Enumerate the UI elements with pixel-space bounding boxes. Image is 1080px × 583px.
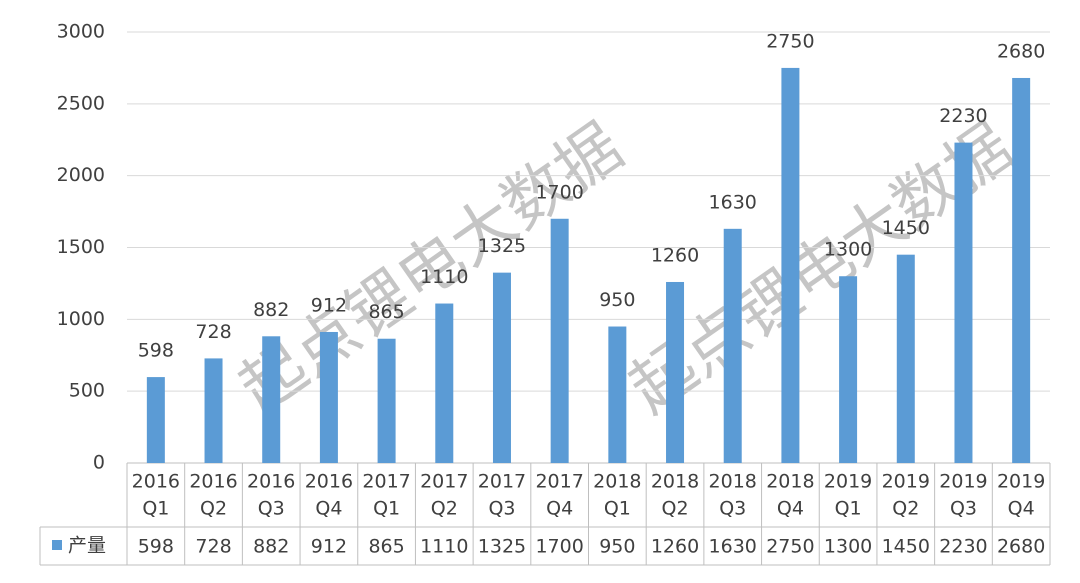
table-value: 2680 [997, 536, 1045, 558]
x-tick-label: 2016 [189, 471, 237, 493]
x-tick-label: Q4 [1008, 498, 1035, 520]
data-label: 1110 [420, 266, 468, 288]
y-tick-label: 1500 [57, 236, 105, 258]
x-tick-label: 2018 [709, 471, 757, 493]
bar [608, 326, 627, 463]
x-tick-label: 2016 [132, 471, 180, 493]
x-tick-label: 2019 [997, 471, 1045, 493]
y-tick-label: 500 [69, 380, 105, 402]
table-value: 1325 [478, 536, 526, 558]
data-label: 1450 [882, 217, 930, 239]
table-value: 912 [311, 536, 347, 558]
bar [781, 67, 800, 464]
table-value: 1300 [824, 536, 872, 558]
table-value: 1110 [420, 536, 468, 558]
bar [839, 276, 858, 463]
x-tick-label: 2018 [766, 471, 814, 493]
x-tick-label: 2017 [535, 471, 583, 493]
data-label: 1700 [535, 181, 583, 203]
data-label: 950 [599, 289, 635, 311]
data-label: 1630 [709, 191, 757, 213]
x-tick-label: 2019 [824, 471, 872, 493]
x-tick-label: Q4 [315, 498, 342, 520]
y-tick-label: 2000 [57, 164, 105, 186]
table-value: 728 [195, 536, 231, 558]
data-label: 598 [138, 340, 174, 362]
data-label: 912 [311, 294, 347, 316]
data-label: 2680 [997, 40, 1045, 62]
x-tick-label: Q3 [488, 498, 515, 520]
x-tick-label: Q3 [719, 498, 746, 520]
x-tick-label: Q1 [604, 498, 631, 520]
x-tick-label: 2019 [882, 471, 930, 493]
x-tick-label: 2017 [362, 471, 410, 493]
data-label: 882 [253, 299, 289, 321]
y-tick-label: 3000 [57, 21, 105, 43]
bar [1012, 77, 1031, 464]
bar [146, 377, 165, 463]
y-tick-label: 0 [93, 452, 105, 474]
legend-label: 产量 [68, 535, 106, 557]
table-value: 1260 [651, 536, 699, 558]
x-tick-label: 2017 [478, 471, 526, 493]
x-tick-label: Q1 [142, 498, 169, 520]
x-tick-label: Q4 [546, 498, 573, 520]
data-label: 865 [368, 301, 404, 323]
table-value: 865 [368, 536, 404, 558]
table-value: 1700 [535, 536, 583, 558]
legend-swatch [52, 540, 62, 550]
bar [204, 358, 223, 463]
table-value: 882 [253, 536, 289, 558]
x-tick-label: Q3 [950, 498, 977, 520]
table-value: 1630 [709, 536, 757, 558]
x-tick-label: Q1 [373, 498, 400, 520]
x-tick-label: Q2 [662, 498, 689, 520]
x-tick-label: Q4 [777, 498, 804, 520]
x-tick-label: 2016 [305, 471, 353, 493]
x-tick-label: Q1 [835, 498, 862, 520]
bar [377, 338, 396, 463]
x-tick-label: 2017 [420, 471, 468, 493]
bar [492, 272, 511, 463]
x-tick-label: 2016 [247, 471, 295, 493]
data-label: 1325 [478, 235, 526, 257]
bar [954, 142, 973, 463]
x-tick-label: Q2 [892, 498, 919, 520]
x-tick-label: 2018 [651, 471, 699, 493]
x-tick-label: Q2 [431, 498, 458, 520]
y-tick-label: 1000 [57, 308, 105, 330]
data-label: 728 [195, 321, 231, 343]
data-label: 2230 [939, 105, 987, 127]
bar [262, 336, 281, 463]
data-label: 1300 [824, 239, 872, 261]
bar [435, 303, 454, 463]
bar [666, 281, 685, 463]
table-value: 2230 [939, 536, 987, 558]
table-value: 2750 [766, 536, 814, 558]
table-value: 598 [138, 536, 174, 558]
table-value: 1450 [882, 536, 930, 558]
bar [896, 254, 915, 463]
x-tick-label: 2018 [593, 471, 641, 493]
data-label: 2750 [766, 30, 814, 52]
x-tick-label: Q3 [258, 498, 285, 520]
x-tick-label: Q2 [200, 498, 227, 520]
y-tick-label: 2500 [57, 92, 105, 114]
bar [550, 218, 569, 463]
bar [723, 228, 742, 463]
x-tick-label: 2019 [939, 471, 987, 493]
table-value: 950 [599, 536, 635, 558]
data-label: 1260 [651, 244, 699, 266]
bar [319, 331, 338, 463]
